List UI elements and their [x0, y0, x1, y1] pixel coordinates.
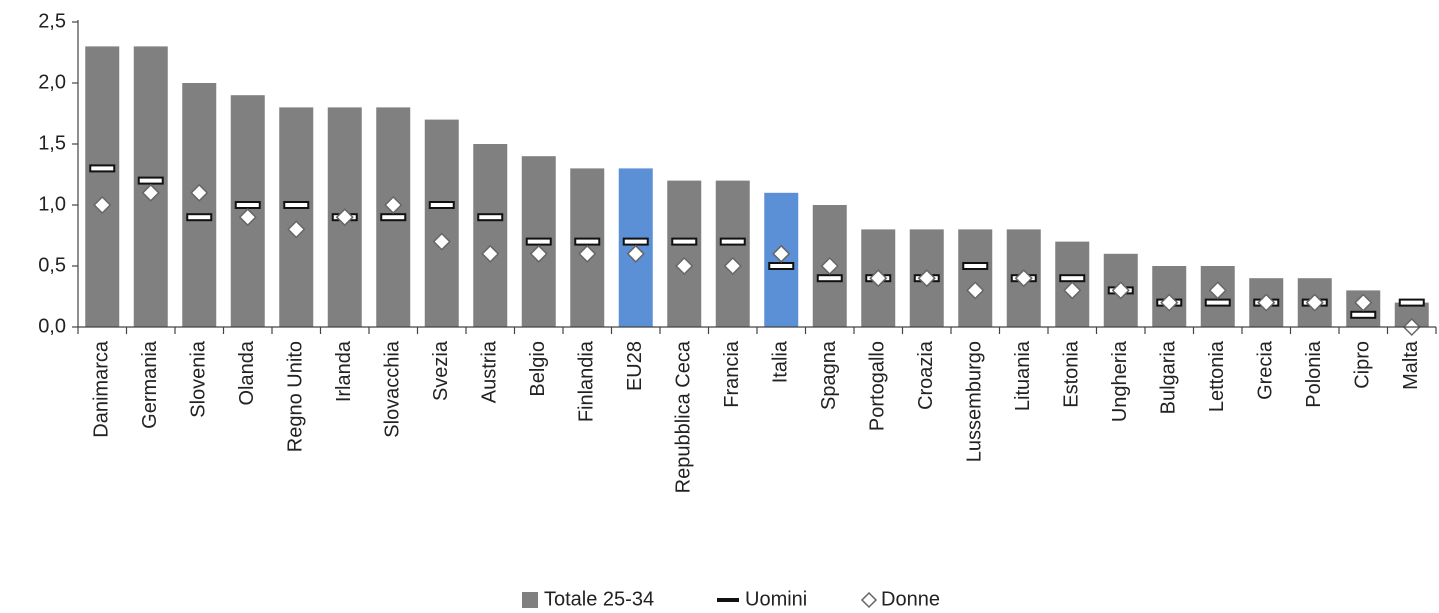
diamond-marker	[529, 244, 548, 263]
y-tick-label: 2,0	[38, 71, 66, 93]
legend-label: Totale 25-34	[544, 588, 654, 610]
diamond-marker	[869, 269, 888, 288]
x-tick-label: Lettonia	[1206, 340, 1228, 412]
diamond-marker	[860, 591, 878, 609]
dash-marker	[816, 274, 843, 283]
legend-swatch	[717, 598, 739, 602]
bar	[667, 180, 702, 327]
x-tick-label: EU28	[624, 341, 646, 391]
x-tick-label: Ungheria	[1109, 340, 1131, 422]
legend-swatch	[522, 592, 538, 608]
diamond-marker	[772, 244, 791, 263]
diamond-marker	[966, 281, 985, 300]
dash-marker	[622, 237, 649, 246]
dash-marker	[89, 164, 116, 173]
dash-marker	[962, 262, 989, 270]
x-tick-label: Estonia	[1061, 340, 1083, 408]
y-tick-label: 1,5	[38, 132, 66, 154]
x-tick-label: Malta	[1400, 340, 1422, 390]
bar	[279, 107, 314, 328]
diamond-marker	[287, 220, 306, 239]
dash-marker	[137, 176, 164, 185]
diamond-marker	[1354, 293, 1373, 312]
dash-marker	[719, 237, 746, 246]
x-tick-label: Francia	[721, 340, 743, 408]
dash-marker	[768, 262, 795, 270]
x-tick-label: Germania	[139, 340, 161, 429]
x-tick-label: Irlanda	[333, 340, 355, 402]
dash-marker	[234, 201, 261, 209]
dash-marker	[1059, 274, 1086, 283]
bar	[182, 83, 217, 327]
diamond-marker	[1014, 269, 1033, 288]
diamond-marker	[1063, 281, 1082, 300]
dash-marker	[1350, 310, 1377, 319]
legend-label: Uomini	[745, 588, 807, 610]
x-tick-label: Austria	[479, 340, 501, 403]
y-tick-label: 1,0	[38, 193, 66, 215]
legend-label: Donne	[881, 588, 940, 610]
dash-marker	[671, 237, 698, 246]
dash-marker	[380, 213, 407, 222]
diamond-marker	[335, 208, 354, 227]
y-tick-label: 0,5	[38, 254, 66, 276]
dash-marker	[525, 237, 552, 246]
diamond-marker	[481, 244, 500, 263]
x-tick-label: Slovacchia	[382, 340, 404, 438]
diamond-marker	[1257, 293, 1276, 312]
dash-marker	[1398, 298, 1425, 307]
bar	[715, 180, 750, 327]
dash-marker	[186, 213, 213, 222]
x-tick-label: Belgio	[527, 341, 549, 397]
diamond-marker	[1305, 293, 1324, 312]
bar	[473, 144, 508, 327]
diamond-marker	[432, 232, 451, 251]
y-tick-label: 2,5	[38, 10, 66, 32]
x-tick-label: Bulgaria	[1158, 340, 1180, 414]
x-tick-label: Danimarca	[91, 340, 113, 438]
dash-marker	[574, 237, 601, 246]
diamond-marker	[723, 256, 742, 276]
dash-marker	[1204, 298, 1231, 307]
bar	[424, 119, 459, 327]
diamond-marker	[917, 269, 936, 288]
diamond-marker	[820, 256, 839, 276]
x-tick-label: Olanda	[236, 340, 258, 405]
x-tick-label: Croazia	[915, 340, 937, 410]
diamond-marker	[675, 256, 694, 276]
dash-marker	[283, 201, 310, 209]
y-tick-label: 0,0	[38, 315, 66, 337]
diamond-marker	[578, 244, 597, 263]
x-tick-label: Slovenia	[188, 340, 210, 418]
dash-marker	[428, 201, 455, 209]
x-tick-label: Spagna	[818, 340, 840, 410]
bar	[958, 229, 993, 327]
x-tick-label: Lituania	[1012, 340, 1034, 411]
x-tick-label: Grecia	[1255, 340, 1277, 400]
diamond-marker	[384, 195, 403, 215]
diamond-marker	[1111, 281, 1130, 300]
diamond-marker	[626, 244, 645, 263]
x-tick-label: Portogallo	[867, 341, 889, 431]
diamond-marker	[141, 183, 160, 202]
diamond-marker	[190, 183, 209, 202]
x-tick-label: Finlandia	[576, 340, 598, 422]
diamond-marker	[238, 208, 257, 227]
diamond-marker	[93, 195, 112, 215]
x-tick-label: Italia	[770, 340, 792, 383]
bar	[85, 46, 120, 328]
diamond-marker	[1208, 281, 1227, 300]
dash-marker	[477, 213, 504, 222]
x-tick-label: Regno Unito	[285, 341, 307, 452]
x-tick-label: Lussemburgo	[964, 341, 986, 462]
x-tick-label: Svezia	[430, 340, 452, 401]
x-tick-label: Cipro	[1352, 341, 1374, 389]
x-tick-label: Polonia	[1303, 340, 1325, 408]
diamond-marker	[1160, 293, 1179, 312]
x-tick-label: Repubblica Ceca	[673, 340, 695, 493]
